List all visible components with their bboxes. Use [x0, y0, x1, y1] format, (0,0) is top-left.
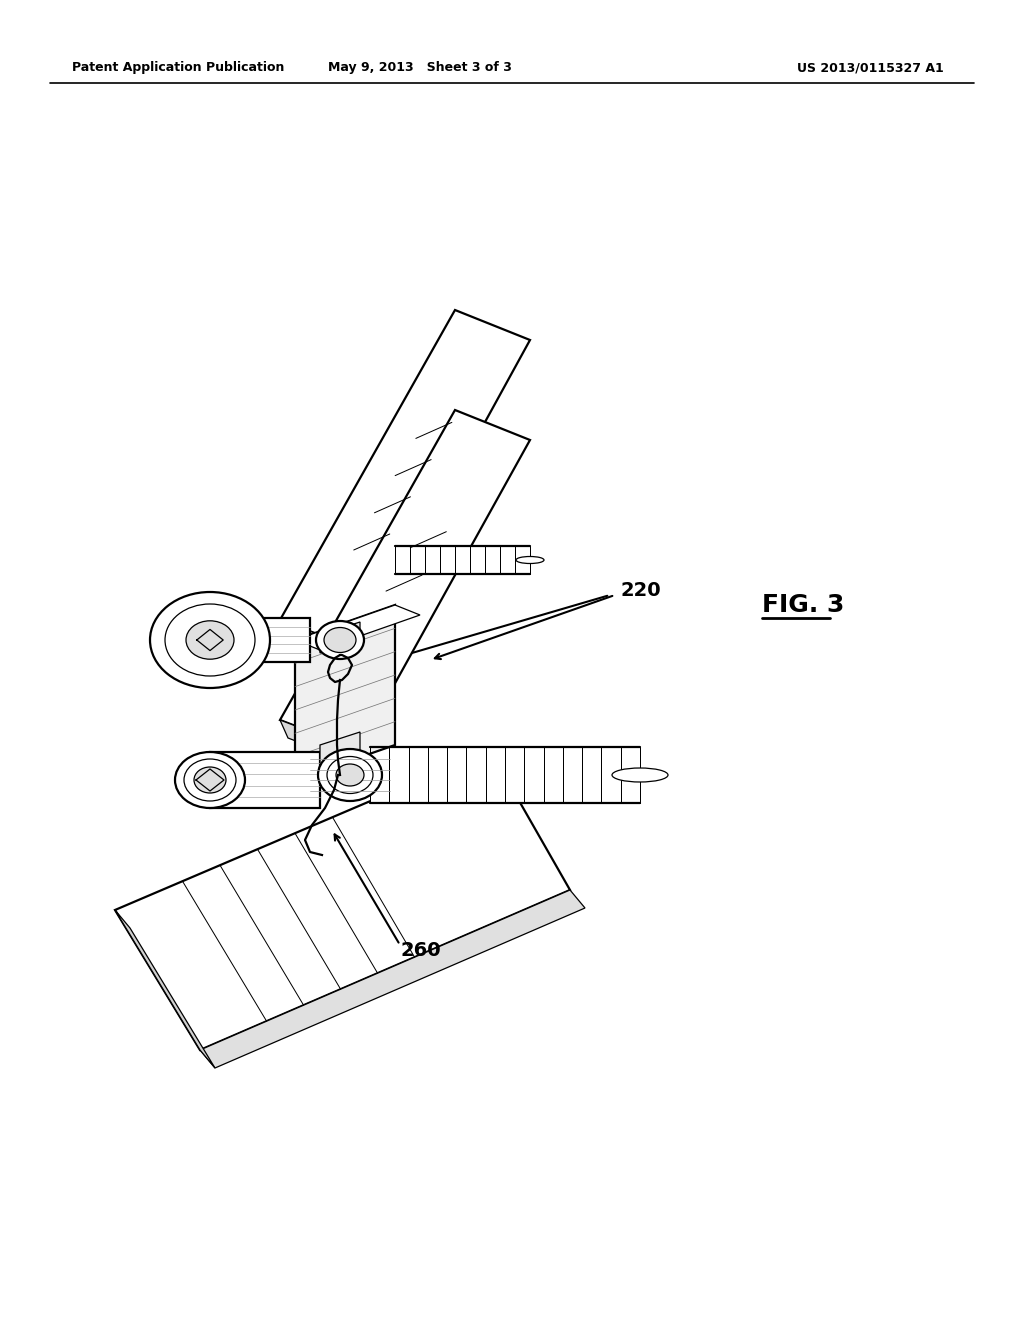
Polygon shape	[319, 733, 360, 766]
Polygon shape	[200, 890, 585, 1068]
Text: 260: 260	[400, 940, 440, 960]
Polygon shape	[280, 310, 530, 649]
Ellipse shape	[327, 756, 373, 793]
Ellipse shape	[165, 605, 255, 676]
Ellipse shape	[324, 627, 356, 652]
Text: 220: 220	[620, 581, 660, 599]
Ellipse shape	[186, 620, 234, 659]
Text: FIG. 3: FIG. 3	[762, 593, 845, 616]
Polygon shape	[295, 605, 395, 780]
Polygon shape	[115, 750, 570, 1049]
Ellipse shape	[316, 620, 364, 659]
Polygon shape	[280, 719, 366, 768]
Polygon shape	[280, 620, 368, 668]
Ellipse shape	[516, 557, 544, 564]
Text: Patent Application Publication: Patent Application Publication	[72, 62, 285, 74]
Polygon shape	[115, 909, 215, 1068]
Ellipse shape	[150, 591, 270, 688]
Polygon shape	[210, 752, 319, 808]
Ellipse shape	[175, 752, 245, 808]
Ellipse shape	[318, 748, 382, 801]
Polygon shape	[280, 411, 530, 750]
Polygon shape	[395, 546, 530, 574]
Polygon shape	[210, 618, 310, 663]
Polygon shape	[295, 605, 420, 649]
Polygon shape	[370, 747, 640, 803]
Ellipse shape	[336, 764, 364, 785]
Text: US 2013/0115327 A1: US 2013/0115327 A1	[797, 62, 943, 74]
Polygon shape	[319, 622, 360, 653]
Ellipse shape	[184, 759, 236, 801]
Ellipse shape	[612, 768, 668, 781]
Text: May 9, 2013   Sheet 3 of 3: May 9, 2013 Sheet 3 of 3	[328, 62, 512, 74]
Ellipse shape	[194, 767, 226, 793]
